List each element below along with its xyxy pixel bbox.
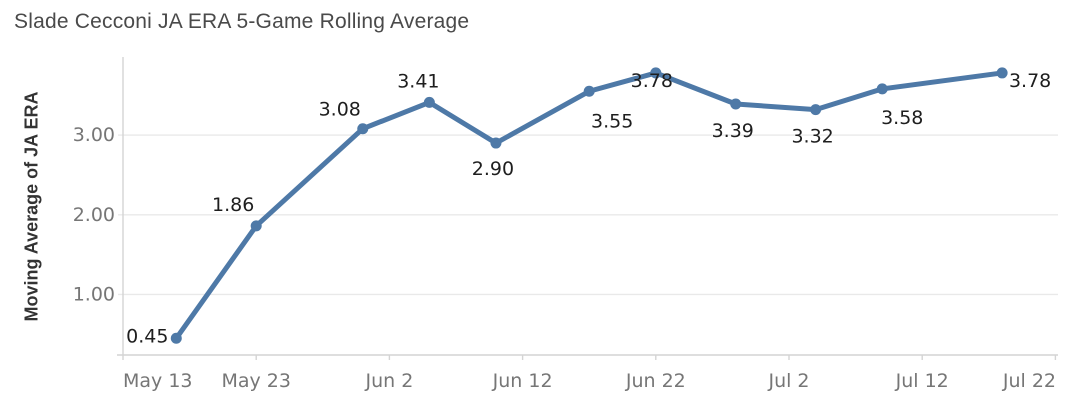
x-axis-tick-label: Jul 12	[895, 370, 949, 392]
data-point-label: 0.45	[126, 325, 168, 347]
chart-title: Slade Cecconi JA ERA 5-Game Rolling Aver…	[14, 10, 470, 33]
x-axis-tick-label: May 13	[123, 370, 193, 392]
data-point[interactable]	[730, 98, 742, 110]
data-point[interactable]	[996, 67, 1008, 79]
y-axis-tick-label: 1.00	[73, 283, 115, 305]
data-point[interactable]	[423, 96, 435, 108]
x-axis-tick-label: Jul 2	[767, 370, 809, 392]
data-point[interactable]	[250, 220, 262, 232]
data-point-label: 2.90	[472, 158, 514, 180]
x-axis-tick-label: Jul 22	[1002, 370, 1056, 392]
data-point[interactable]	[170, 332, 182, 344]
data-point[interactable]	[490, 137, 502, 149]
y-axis-tick-label: 2.00	[73, 204, 115, 226]
x-axis-tick-label: Jun 12	[492, 370, 553, 392]
x-axis-tick-label: Jun 2	[364, 370, 413, 392]
data-point-label: 3.08	[319, 99, 361, 121]
x-axis-tick-label: May 23	[221, 370, 291, 392]
data-point[interactable]	[810, 104, 822, 116]
data-point[interactable]	[583, 85, 595, 97]
data-point[interactable]	[876, 83, 888, 95]
data-point[interactable]	[650, 67, 662, 79]
data-point-label: 3.58	[881, 107, 923, 129]
data-point-label: 3.39	[712, 120, 754, 142]
data-point[interactable]	[357, 123, 369, 135]
data-point-label: 3.41	[397, 70, 439, 92]
data-point-label: 3.78	[631, 70, 673, 92]
data-point-label: 3.55	[591, 110, 633, 132]
era-trend-line	[173, 70, 1005, 341]
data-point-label: 3.32	[791, 126, 833, 148]
data-point-label: 3.78	[1009, 70, 1051, 92]
data-point-label: 1.86	[212, 194, 254, 216]
x-axis-tick-label: Jun 22	[625, 370, 686, 392]
y-axis-tick-label: 3.00	[73, 124, 115, 146]
y-axis-title: Moving Average of JA ERA	[21, 91, 42, 322]
